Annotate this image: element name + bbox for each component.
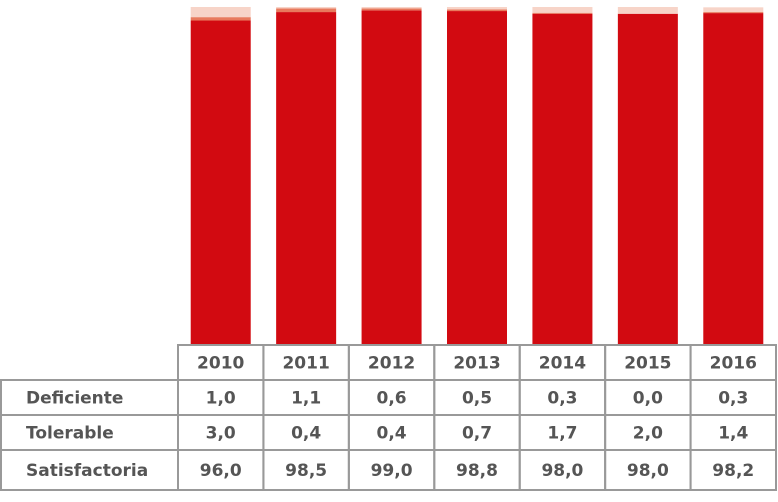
- value-label: 99,0: [371, 461, 413, 481]
- value-label: 98,5: [285, 461, 327, 481]
- value-label: 3,0: [206, 424, 236, 444]
- value-label: 0,7: [462, 424, 492, 444]
- value-label: 0,4: [377, 424, 407, 444]
- bar-segment: [703, 12, 764, 14]
- bar-segment: [190, 17, 251, 21]
- row-label: Tolerable: [26, 424, 114, 444]
- value-label: 98,0: [627, 461, 669, 481]
- value-label: 2,0: [633, 424, 663, 444]
- value-label: 0,6: [377, 389, 407, 409]
- bar-segment: [617, 13, 678, 345]
- bar-segment: [532, 7, 593, 13]
- year-label: 2016: [710, 354, 757, 374]
- bar-segment: [276, 8, 337, 13]
- bar-segment: [447, 7, 507, 10]
- bar-segment: [276, 7, 337, 9]
- year-label: 2010: [197, 354, 244, 374]
- bar-segment: [190, 7, 251, 18]
- value-label: 98,8: [456, 461, 498, 481]
- year-label: 2013: [453, 354, 500, 374]
- row-label: Deficiente: [26, 389, 123, 409]
- bar-segment: [617, 7, 678, 14]
- value-label: 0,3: [718, 389, 748, 409]
- bar-segment: [276, 12, 337, 345]
- value-label: 0,0: [633, 389, 663, 409]
- bar-segment: [532, 12, 593, 14]
- value-label: 1,4: [718, 424, 748, 444]
- value-label: 0,3: [547, 389, 577, 409]
- value-label: 0,5: [462, 389, 492, 409]
- value-label: 1,7: [547, 424, 577, 444]
- table-cell: [689, 449, 777, 491]
- year-label: 2012: [368, 354, 415, 374]
- bar-segment: [703, 7, 764, 13]
- year-label: 2015: [624, 354, 671, 374]
- value-label: 1,0: [206, 389, 236, 409]
- row-label: Satisfactoria: [26, 461, 148, 481]
- year-label: 2011: [282, 354, 329, 374]
- bar-segment: [190, 20, 251, 346]
- bar-segment: [361, 10, 422, 345]
- bar-segment: [532, 13, 593, 345]
- bar-segment: [361, 8, 422, 11]
- value-label: 98,0: [541, 461, 583, 481]
- bar-segment: [447, 11, 507, 345]
- value-label: 0,4: [291, 424, 321, 444]
- bar-segment: [703, 13, 764, 346]
- value-label: 1,1: [291, 389, 321, 409]
- year-label: 2014: [539, 354, 586, 374]
- value-label: 98,2: [712, 461, 754, 481]
- bar-segment: [447, 9, 507, 12]
- bar-segment: [361, 7, 422, 9]
- value-label: 96,0: [200, 461, 242, 481]
